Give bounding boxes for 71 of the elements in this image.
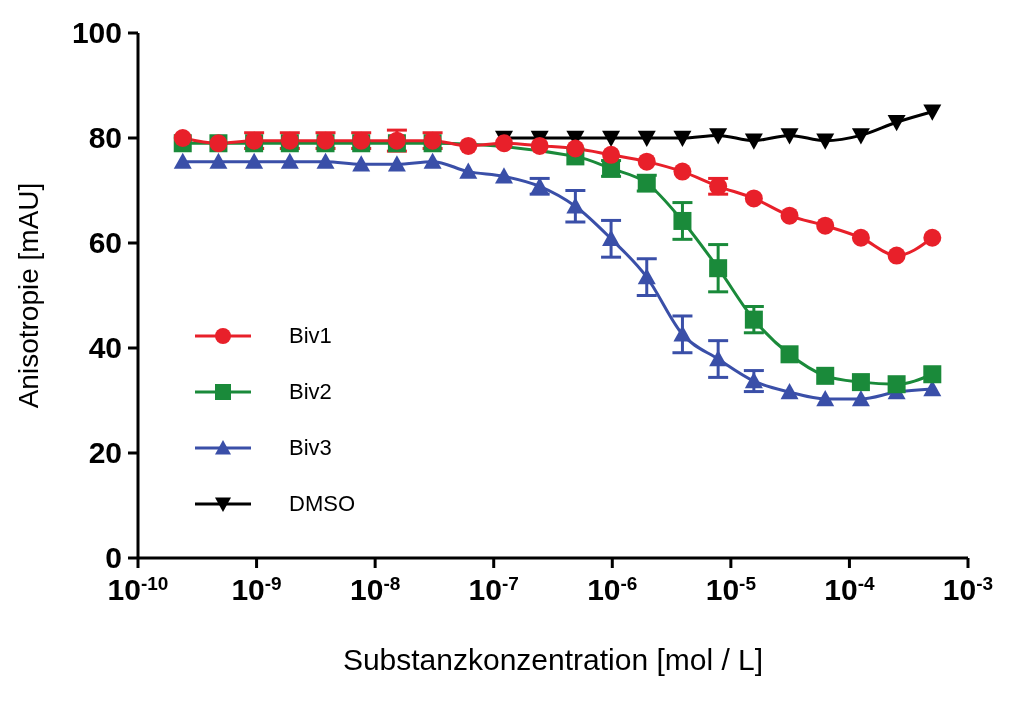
- point: [566, 139, 585, 158]
- y-tick-label: 20: [88, 436, 122, 469]
- point: [780, 383, 799, 400]
- point: [637, 152, 656, 171]
- point: [673, 211, 692, 230]
- point: [887, 246, 906, 265]
- point: [709, 350, 728, 367]
- point: [744, 133, 763, 150]
- x-tick-label: 10$^{-10}$: [107, 572, 169, 606]
- point: [816, 366, 835, 385]
- point: [459, 136, 478, 155]
- point: [887, 375, 906, 394]
- point: [816, 133, 835, 150]
- y-tick-label: 80: [88, 121, 122, 154]
- point: [530, 136, 549, 155]
- point: [851, 228, 870, 247]
- point: [851, 373, 870, 392]
- point: [923, 104, 942, 121]
- point: [209, 152, 228, 169]
- point: [887, 115, 906, 132]
- point: [173, 129, 192, 147]
- point: [780, 128, 799, 145]
- point: [316, 152, 335, 169]
- y-axis-title: Anisotropie [mAU]: [12, 182, 44, 409]
- point: [495, 167, 513, 184]
- legend-label: Biv2: [289, 379, 332, 405]
- y-tick-label: 60: [88, 226, 122, 259]
- point: [851, 128, 870, 145]
- x-tick-label: 10$^{-8}$: [350, 572, 401, 606]
- point: [280, 152, 299, 169]
- point: [816, 216, 835, 235]
- point: [602, 229, 621, 246]
- legend-label: DMSO: [289, 491, 355, 517]
- point: [423, 152, 442, 169]
- legend-label: Biv1: [289, 323, 332, 349]
- legend-label: Biv3: [289, 435, 332, 461]
- y-tick-label: 0: [105, 541, 122, 574]
- point: [673, 162, 692, 181]
- point: [602, 145, 621, 164]
- point: [602, 130, 621, 147]
- point: [173, 152, 192, 169]
- point: [495, 134, 513, 153]
- point: [709, 128, 728, 145]
- point: [780, 206, 799, 225]
- point: [923, 228, 942, 247]
- point: [566, 197, 585, 214]
- x-tick-label: 10$^{-9}$: [231, 572, 282, 606]
- point: [245, 152, 264, 169]
- point: [459, 162, 478, 179]
- x-tick-label: 10$^{-3}$: [942, 572, 994, 606]
- point: [673, 130, 692, 147]
- point: [744, 372, 763, 389]
- x-axis-title: Substanzkonzentration [mol / L]: [342, 643, 764, 676]
- x-tick-label: 10$^{-5}$: [705, 572, 757, 606]
- point: [352, 155, 371, 172]
- point: [387, 155, 406, 172]
- point: [673, 325, 692, 342]
- point: [851, 389, 870, 407]
- point: [637, 130, 656, 147]
- point: [637, 268, 656, 285]
- y-tick-label: 40: [88, 331, 122, 364]
- x-tick-label: 10$^{-4}$: [824, 572, 875, 606]
- point: [923, 365, 942, 384]
- point: [816, 389, 835, 407]
- point: [709, 259, 728, 278]
- x-tick-label: 10$^{-7}$: [468, 572, 519, 606]
- x-tick-label: 10$^{-6}$: [587, 572, 638, 606]
- point: [744, 189, 763, 208]
- y-tick-label: 100: [71, 16, 122, 49]
- point: [744, 310, 763, 329]
- point: [780, 345, 799, 364]
